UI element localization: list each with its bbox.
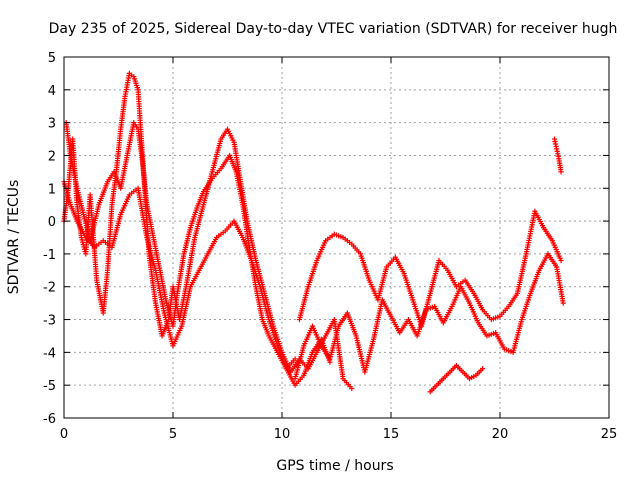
data-point (560, 300, 566, 306)
series-track-4 (296, 208, 564, 329)
data-point (349, 385, 355, 392)
series-track-2 (63, 120, 333, 388)
x-tick-label: 15 (383, 427, 400, 442)
y-tick-label: -5 (43, 379, 56, 394)
data-point (479, 366, 486, 372)
x-tick-label: 10 (274, 427, 291, 442)
series-track-6 (427, 362, 486, 395)
y-tick-label: 3 (48, 117, 56, 132)
grid-lines (64, 57, 609, 418)
axis-ticks (63, 56, 610, 419)
series-track-5 (292, 251, 566, 382)
x-tick-label: 0 (60, 427, 68, 442)
y-tick-label: -1 (43, 248, 56, 263)
y-tick-label: 4 (48, 84, 56, 99)
data-point (558, 257, 564, 264)
series-track-1 (61, 70, 355, 392)
y-tick-label: -2 (43, 281, 56, 296)
y-axis-label: SDTVAR / TECUs (6, 180, 22, 295)
series-track-3 (61, 179, 298, 372)
chart-title: Day 235 of 2025, Sidereal Day-to-day VTE… (49, 21, 618, 37)
x-tick-label: 25 (601, 427, 618, 442)
y-tick-label: -4 (43, 346, 56, 361)
y-tick-labels: -6 -5 -4 -3 -2 -1 0 1 2 3 4 5 (43, 51, 56, 427)
y-tick-label: -6 (43, 412, 56, 427)
data-point (292, 356, 298, 362)
x-axis-label: GPS time / hours (276, 458, 393, 474)
y-tick-label: 0 (48, 215, 56, 230)
plot-frame (63, 56, 610, 419)
y-tick-label: 1 (48, 182, 56, 197)
data-marks (61, 70, 566, 395)
y-tick-label: 5 (48, 51, 56, 66)
data-point (558, 169, 564, 175)
series-track-7 (551, 136, 564, 175)
y-tick-label: -3 (43, 314, 56, 329)
x-tick-label: 5 (169, 427, 177, 442)
data-point (78, 234, 85, 241)
x-tick-label: 20 (492, 427, 509, 442)
x-tick-labels: 0 5 10 15 20 25 (60, 427, 617, 442)
y-tick-label: 2 (48, 149, 56, 164)
data-point (79, 237, 85, 243)
